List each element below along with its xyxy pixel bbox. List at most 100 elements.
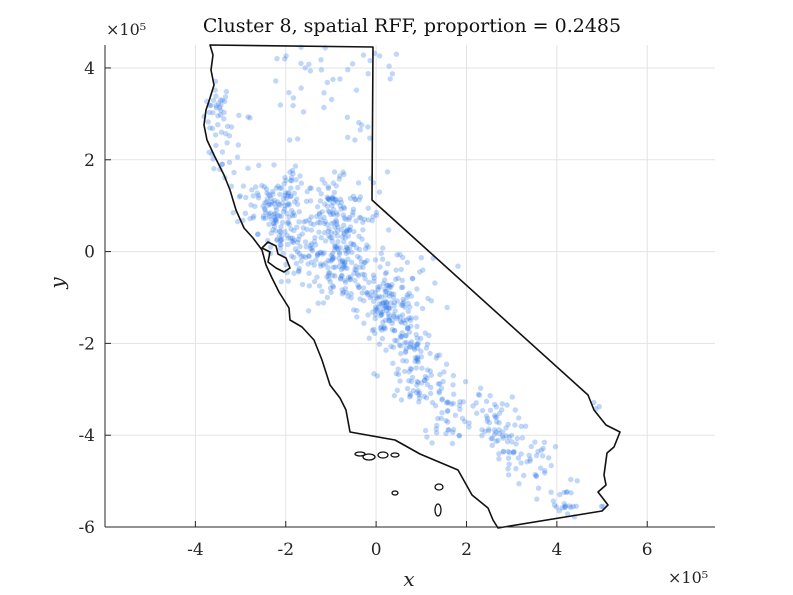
scatter-point <box>359 271 366 278</box>
scatter-point <box>334 221 340 228</box>
scatter-point <box>347 276 353 282</box>
scatter-point <box>414 358 420 364</box>
scatter-point <box>217 97 224 103</box>
scatter-point <box>272 211 278 217</box>
scatter-point <box>354 245 360 251</box>
scatter-point <box>263 186 270 192</box>
scatter-point <box>276 201 282 207</box>
scatter-point <box>496 427 502 433</box>
scatter-point <box>308 227 315 233</box>
scatter-point <box>318 67 325 73</box>
scatter-point <box>297 243 303 250</box>
scatter-point <box>328 211 334 218</box>
scatter-point <box>396 342 403 348</box>
scatter-point <box>256 162 262 169</box>
scatter-point <box>382 270 389 277</box>
scatter-point <box>302 239 309 245</box>
scatter-point <box>388 343 394 350</box>
scatter-point <box>341 239 347 245</box>
scatter-point <box>372 311 379 318</box>
scatter-point <box>326 233 332 239</box>
scatter-point <box>386 317 392 324</box>
scatter-point <box>516 481 522 487</box>
scatter-point <box>370 272 377 278</box>
scatter-point <box>285 235 292 241</box>
scatter-point <box>347 276 353 283</box>
scatter-point <box>207 125 213 131</box>
scatter-point <box>245 165 251 171</box>
scatter-point <box>533 452 540 459</box>
x-exponent-label: ×10⁵ <box>668 568 708 587</box>
scatter-point <box>466 420 472 426</box>
scatter-point <box>316 229 322 235</box>
scatter-point <box>400 254 406 261</box>
scatter-point <box>489 435 496 442</box>
scatter-point <box>339 272 345 279</box>
scatter-point <box>335 199 341 206</box>
scatter-point <box>361 260 367 266</box>
scatter-point <box>226 133 233 139</box>
scatter-point <box>318 216 324 222</box>
scatter-point <box>492 412 498 419</box>
scatter-point <box>359 236 365 242</box>
scatter-point <box>542 468 548 474</box>
scatter-point <box>414 356 420 362</box>
scatter-point <box>415 345 421 351</box>
scatter-point <box>413 315 419 321</box>
scatter-point <box>352 137 358 143</box>
y-axis-label: y <box>45 277 69 290</box>
scatter-point <box>334 243 340 250</box>
scatter-point <box>354 307 360 314</box>
scatter-point <box>406 378 412 384</box>
scatter-point <box>395 366 401 372</box>
scatter-point <box>398 350 404 357</box>
scatter-point <box>309 248 316 254</box>
scatter-point <box>278 278 285 285</box>
scatter-point <box>262 207 268 213</box>
scatter-point <box>434 352 440 359</box>
scatter-point <box>360 227 366 233</box>
scatter-point <box>443 417 449 424</box>
scatter-point <box>436 390 442 396</box>
scatter-point <box>486 428 492 434</box>
scatter-point <box>349 61 356 67</box>
scatter-point <box>366 335 372 341</box>
scatter-point <box>255 231 261 237</box>
scatter-point <box>340 265 346 271</box>
scatter-point <box>247 215 253 222</box>
scatter-point <box>372 257 379 263</box>
scatter-point <box>356 197 362 203</box>
scatter-point <box>482 428 488 435</box>
scatter-point <box>487 393 493 399</box>
scatter-point <box>499 401 505 407</box>
scatter-point <box>326 196 332 202</box>
scatter-point <box>418 255 424 261</box>
scatter-point <box>433 426 439 432</box>
scatter-point <box>518 460 524 466</box>
scatter-point <box>283 53 289 59</box>
scatter-point <box>495 437 501 443</box>
scatter-point <box>333 197 339 204</box>
scatter-point <box>403 317 410 323</box>
scatter-point <box>215 113 221 119</box>
scatter-point <box>337 275 344 281</box>
scatter-point <box>499 407 505 413</box>
scatter-point <box>438 415 444 422</box>
scatter-point <box>312 234 318 241</box>
scatter-point <box>346 214 352 221</box>
scatter-point <box>285 200 292 207</box>
scatter-point <box>325 270 332 276</box>
scatter-point <box>373 294 380 300</box>
scatter-point <box>330 256 336 262</box>
scatter-point <box>277 185 283 191</box>
scatter-point <box>533 473 539 480</box>
scatter-point <box>342 279 349 285</box>
scatter-point <box>426 332 432 339</box>
scatter-point <box>324 194 330 200</box>
scatter-point <box>486 426 492 432</box>
island-2 <box>362 453 376 461</box>
scatter-point <box>526 452 532 458</box>
scatter-point <box>336 249 342 255</box>
scatter-point <box>320 300 327 306</box>
scatter-point <box>252 203 258 210</box>
